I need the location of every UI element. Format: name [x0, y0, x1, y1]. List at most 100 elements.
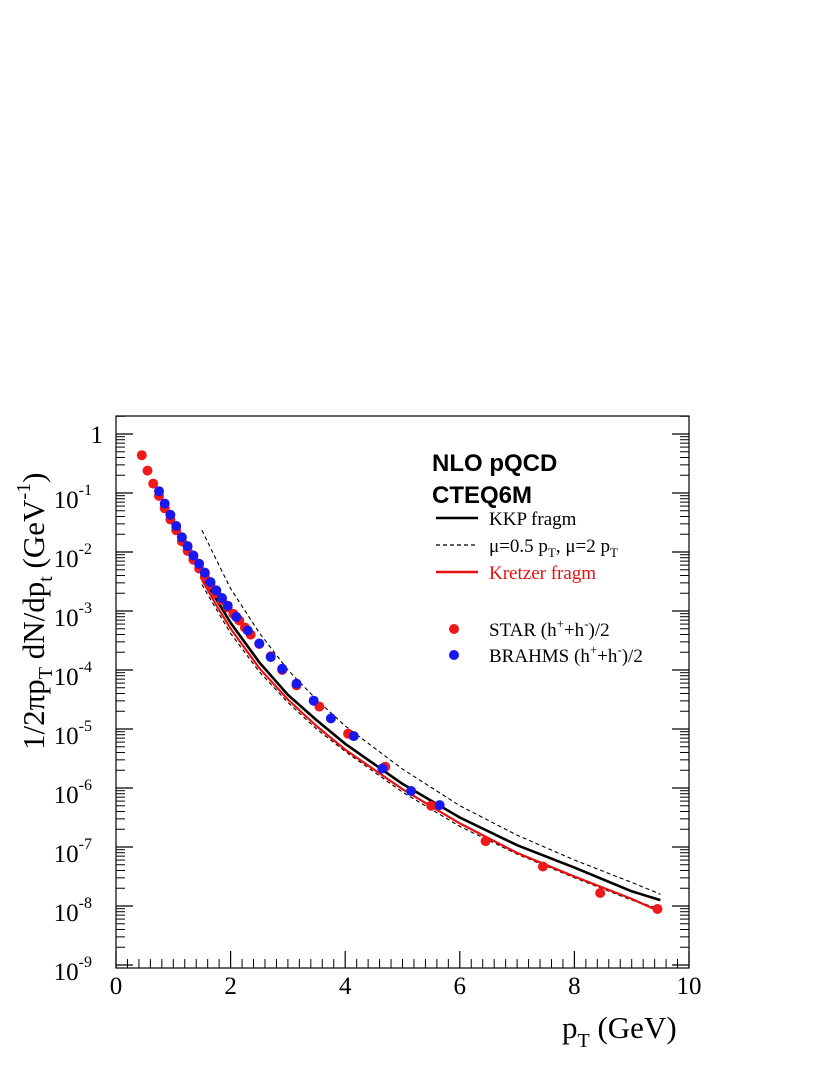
- data-point-1: [265, 652, 276, 662]
- data-point-1: [182, 541, 193, 552]
- data-point-0: [148, 478, 159, 489]
- data-point-1: [159, 498, 170, 509]
- y-tick-label-base: 10: [54, 959, 79, 986]
- y-axis-label: 1/2πpT dN/dpt (GeV-1): [13, 473, 57, 750]
- legend-label: STAR (h++h-)/2: [489, 616, 610, 641]
- x-tick-label: 2: [224, 973, 237, 1000]
- x-tick-label: 4: [339, 973, 352, 1000]
- y-label-part2: p: [16, 679, 51, 695]
- data-point-0: [480, 836, 491, 847]
- y-tick-label-base: 10: [54, 487, 79, 514]
- legend-marker-swatch: [449, 624, 459, 634]
- data-point-0: [595, 888, 606, 898]
- y-axis: 110-110-210-310-410-510-610-710-810-9: [54, 415, 689, 986]
- y-label-part5: ): [16, 473, 51, 483]
- data-point-0: [537, 861, 548, 872]
- data-point-0: [142, 465, 153, 476]
- y-tick-label-base: 10: [54, 723, 79, 750]
- data-point-1: [325, 713, 336, 724]
- x-tick-label: 10: [677, 973, 702, 1000]
- y-tick-label-base: 10: [54, 664, 79, 691]
- y-tick-label-exp: -6: [79, 777, 92, 794]
- legend-label: μ=0.5 pT, μ=2 pT: [489, 536, 618, 560]
- y-tick-label-exp: -1: [79, 482, 92, 499]
- y-tick-label: 10-8: [54, 895, 92, 927]
- data-point-1: [154, 486, 164, 497]
- plot-frame: [115, 415, 690, 969]
- series-line-2: [200, 574, 661, 902]
- data-point-1: [254, 638, 265, 649]
- data-point-0: [136, 450, 147, 461]
- y-tick-label: 10-7: [54, 836, 92, 868]
- data-point-1: [171, 521, 182, 531]
- series-line-4: [201, 529, 661, 895]
- y-tick-label-base: 10: [54, 605, 79, 632]
- y-tick-label: 10-3: [54, 600, 92, 632]
- data-point-1: [377, 763, 388, 774]
- y-tick-label-base: 10: [54, 841, 79, 868]
- x-label-main: p: [562, 1010, 578, 1045]
- y-label-pi: π: [16, 694, 51, 710]
- y-tick-label: 10-4: [54, 659, 92, 691]
- data-point-1: [194, 558, 205, 569]
- title-line-2: CTEQ6M: [432, 482, 532, 509]
- series-layer: [136, 450, 663, 914]
- x-tick-label: 0: [110, 973, 123, 1000]
- y-tick-label: 10-1: [54, 482, 92, 514]
- data-point-1: [406, 786, 417, 796]
- data-point-1: [434, 800, 445, 811]
- legend-label: KKP fragm: [489, 509, 577, 530]
- x-tick-label: 8: [568, 973, 581, 1000]
- y-label-part3: dN/dp: [16, 582, 51, 667]
- data-point-1: [165, 509, 176, 520]
- data-point-1: [205, 577, 216, 588]
- data-point-0: [426, 800, 437, 811]
- y-tick-label: 1: [91, 422, 104, 449]
- y-tick-label: 10-6: [54, 777, 92, 809]
- legend: KKP fragm μ=0.5 pT, μ=2 pT Kretzer fragm ST…: [436, 509, 643, 667]
- y-label-sup: -1: [13, 483, 35, 500]
- data-point-1: [231, 611, 242, 622]
- series-line-3: [201, 584, 661, 910]
- data-point-1: [176, 532, 187, 543]
- y-label-part1: 1/2: [16, 710, 51, 750]
- data-point-1: [308, 695, 319, 706]
- data-point-1: [199, 567, 210, 578]
- y-tick-label-exp: -9: [79, 954, 92, 971]
- y-tick-label-exp: -5: [79, 718, 92, 735]
- y-tick-label-base: 10: [54, 782, 79, 809]
- y-tick-label-exp: -2: [79, 541, 92, 558]
- y-tick-label-exp: -4: [79, 659, 92, 676]
- y-tick-label-base: 10: [54, 900, 79, 927]
- y-tick-label: 10-2: [54, 541, 92, 573]
- data-point-0: [652, 904, 663, 914]
- x-label-sub: T: [578, 1030, 590, 1052]
- legend-label: Kretzer fragm: [489, 563, 596, 584]
- x-axis-label: pT (GeV): [562, 1010, 677, 1052]
- data-point-1: [348, 731, 359, 742]
- y-tick-label: 10-9: [54, 954, 92, 986]
- title-block: NLO pQCD CTEQ6M: [432, 450, 557, 509]
- y-tick-label-base: 10: [54, 546, 79, 573]
- data-point-1: [188, 550, 199, 561]
- series-line-5: [200, 579, 661, 913]
- title-line-1: NLO pQCD: [432, 450, 557, 477]
- data-point-1: [222, 600, 233, 611]
- data-point-1: [277, 663, 288, 674]
- data-point-1: [217, 593, 227, 603]
- y-tick-label: 10-5: [54, 718, 92, 750]
- y-tick-label-base: 1: [91, 422, 104, 449]
- y-tick-label-exp: -7: [79, 836, 92, 853]
- x-axis: 0 2 4 6 8 10: [110, 951, 702, 1000]
- legend-label: BRAHMS (h++h-)/2: [489, 642, 643, 667]
- y-tick-label-exp: -3: [79, 600, 92, 617]
- data-point-1: [242, 625, 253, 636]
- y-tick-label-exp: -8: [79, 895, 92, 912]
- data-point-1: [211, 585, 222, 596]
- y-label-sub1: T: [35, 667, 57, 679]
- legend-marker-swatch: [449, 650, 459, 660]
- x-tick-label: 6: [454, 973, 467, 1000]
- y-label-sub2: t: [35, 576, 57, 582]
- x-label-rest: (GeV): [590, 1010, 677, 1045]
